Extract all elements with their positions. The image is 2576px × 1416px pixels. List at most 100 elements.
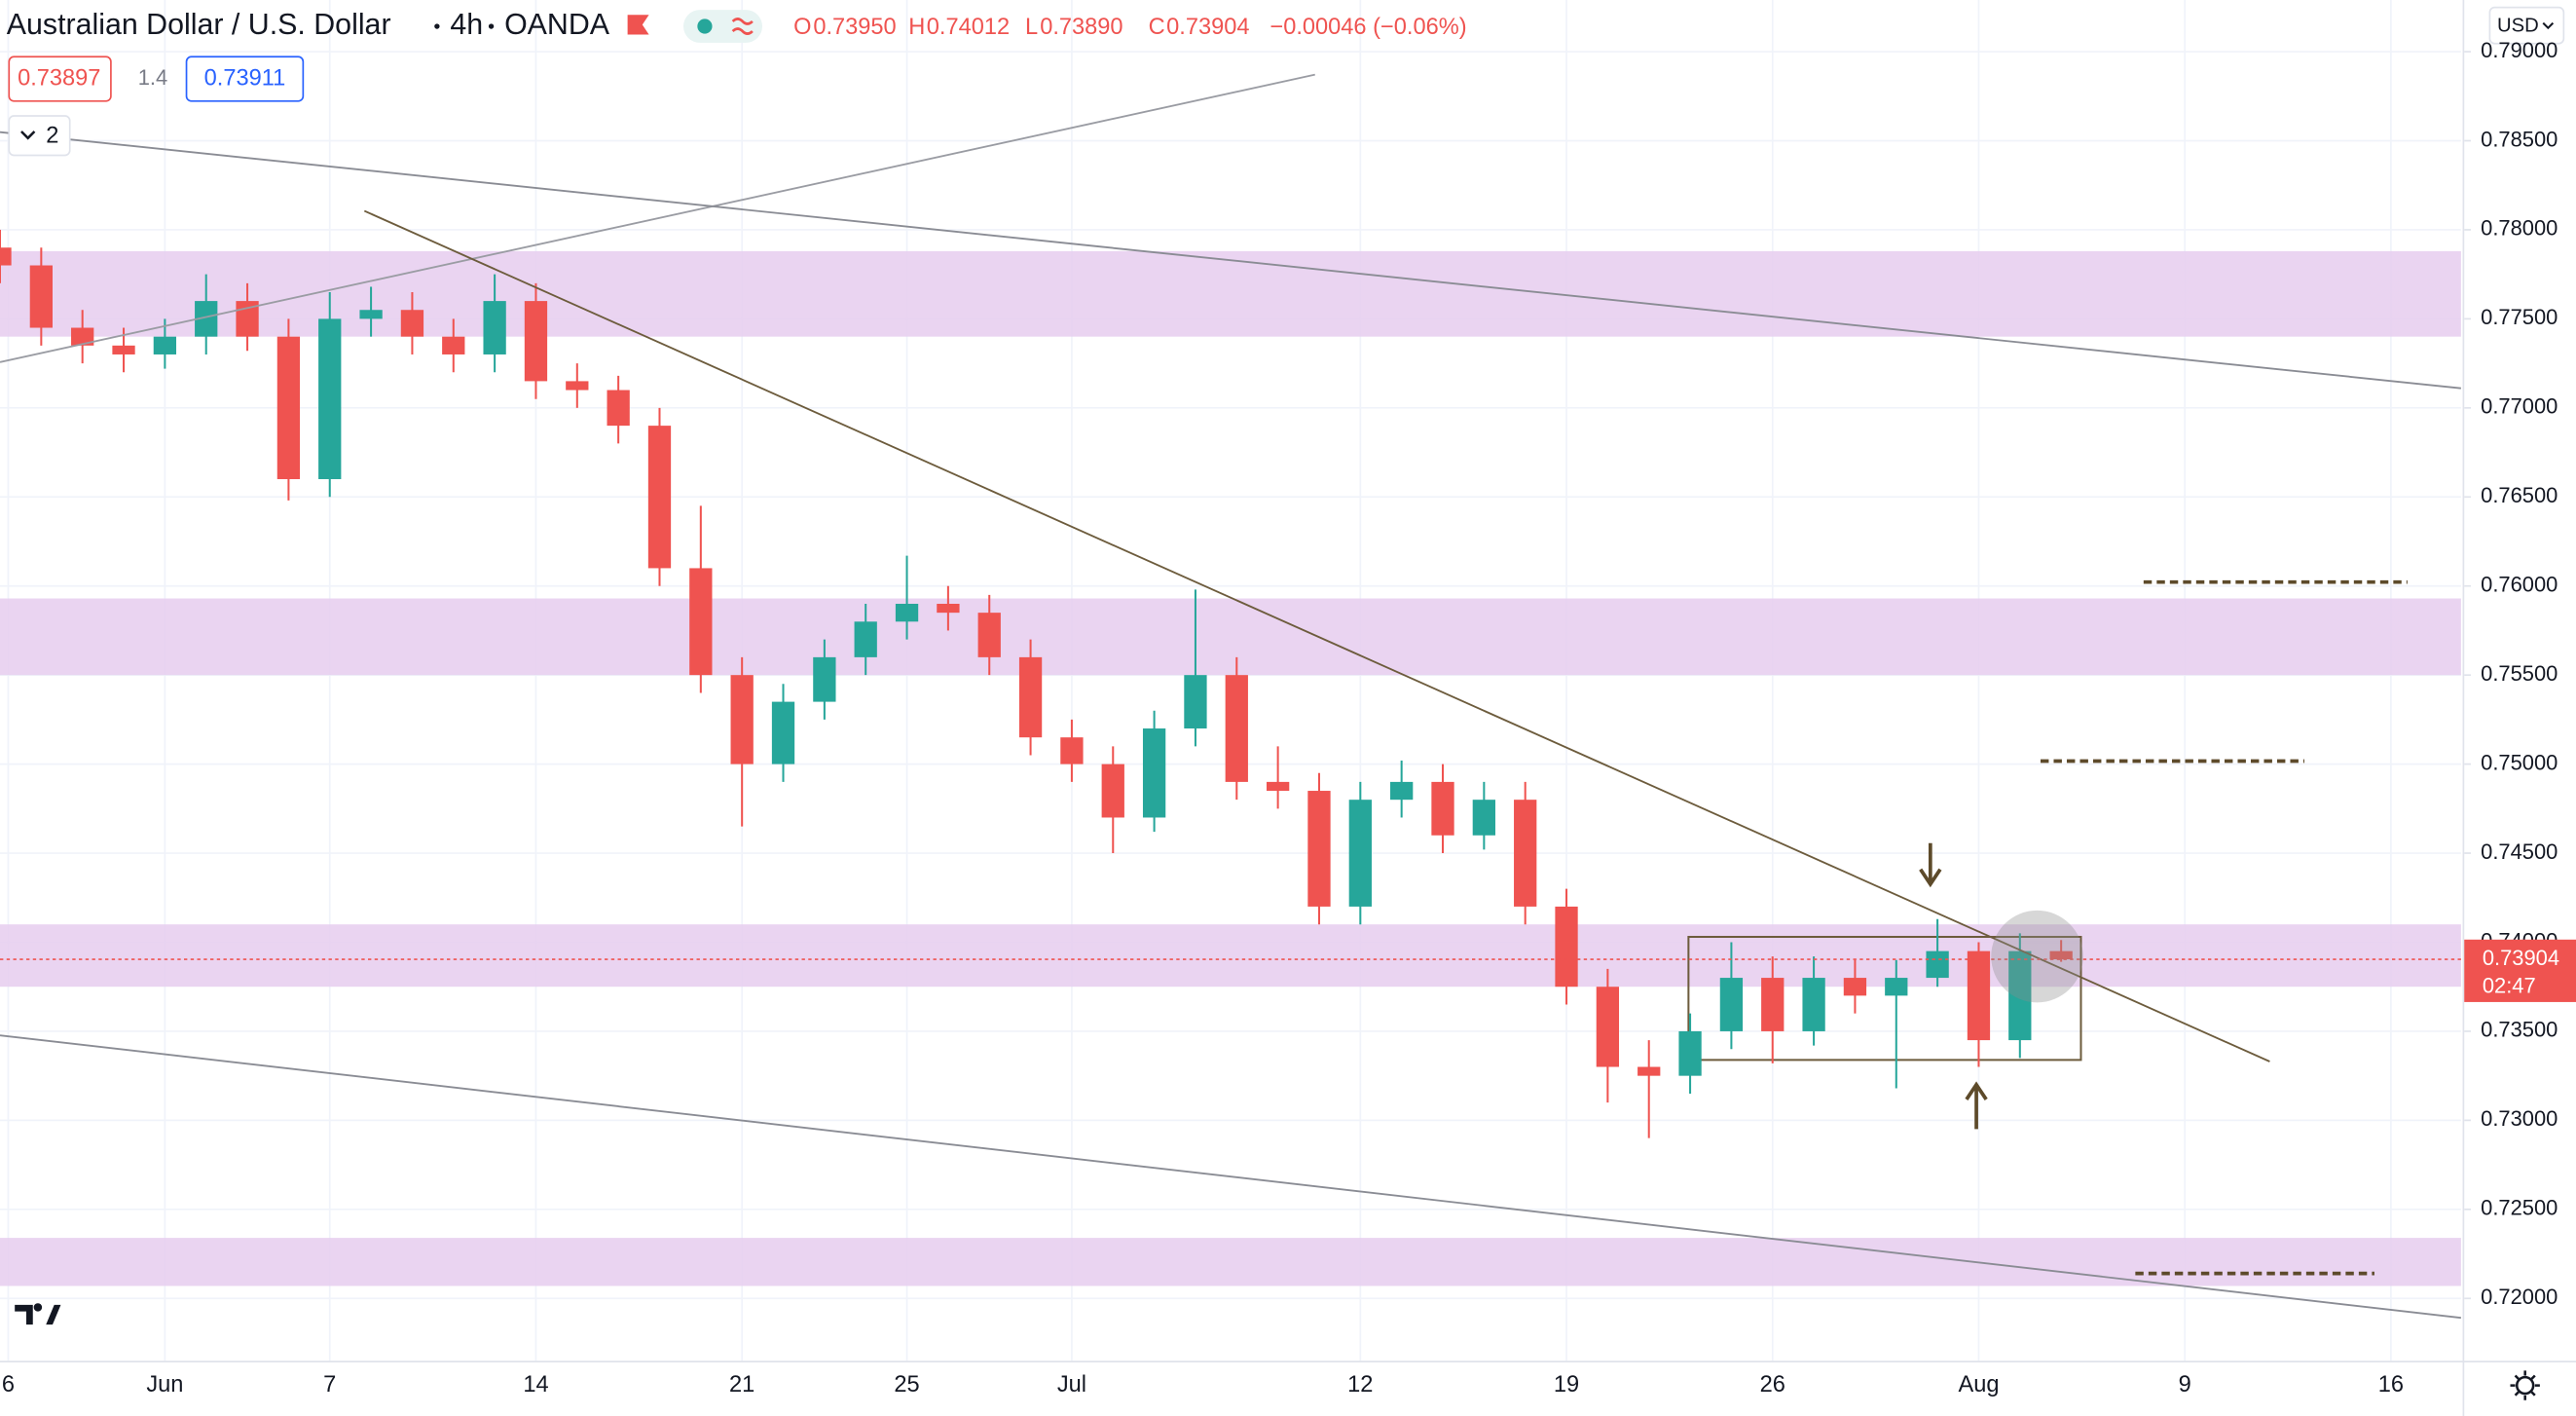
y-tick-label: 0.74500 bbox=[2481, 839, 2558, 864]
logo-shape bbox=[15, 1303, 61, 1325]
candle-body bbox=[689, 568, 713, 676]
zone bbox=[0, 1238, 2461, 1286]
bar-countdown: 02:47 bbox=[2483, 974, 2536, 998]
candle-body bbox=[2008, 950, 2032, 1041]
legend-header: Australian Dollar / U.S. Dollar 4h OANDA… bbox=[7, 9, 1467, 157]
candle-body bbox=[153, 336, 177, 354]
candle-body bbox=[1390, 781, 1414, 801]
candle-body bbox=[771, 701, 795, 764]
trend-line bbox=[0, 130, 2461, 390]
change: −0.00046 (−0.06%) bbox=[1270, 15, 1466, 40]
close-label: C bbox=[1149, 15, 1165, 40]
x-tick-label: 7 bbox=[323, 1372, 336, 1397]
candle-body bbox=[813, 656, 836, 702]
separator bbox=[488, 23, 495, 29]
status-wave bbox=[731, 18, 754, 35]
candle-body bbox=[524, 301, 548, 382]
symbol: Australian Dollar / U.S. Dollar bbox=[7, 9, 391, 41]
x-tick-label: 25 bbox=[894, 1372, 919, 1397]
candle-body bbox=[1184, 675, 1207, 729]
candle-body bbox=[977, 613, 1001, 657]
indicators-count[interactable]: 2 bbox=[46, 123, 58, 148]
y-tick-label: 0.73000 bbox=[2481, 1106, 2558, 1131]
candle-body bbox=[607, 390, 630, 427]
last-price-tag bbox=[2464, 939, 2576, 1002]
candle-body bbox=[647, 426, 672, 569]
candle-body bbox=[854, 621, 877, 657]
high-value: 0.74012 bbox=[927, 15, 1010, 40]
exchange: OANDA bbox=[504, 9, 610, 41]
y-tick-label: 0.75500 bbox=[2481, 661, 2558, 686]
candle-body bbox=[1555, 906, 1578, 987]
separator bbox=[434, 23, 440, 29]
y-tick-label: 0.73500 bbox=[2481, 1018, 2558, 1042]
candle-body bbox=[1926, 950, 1949, 979]
candle-body bbox=[1472, 800, 1495, 836]
candle-body bbox=[1596, 987, 1620, 1067]
candle-body bbox=[1843, 978, 1867, 996]
x-tick-label: 26 bbox=[1760, 1372, 1785, 1397]
y-tick-label: 0.72000 bbox=[2481, 1285, 2558, 1309]
candle-body bbox=[1885, 978, 1908, 996]
down-arrow bbox=[1919, 842, 1942, 888]
candle-body bbox=[895, 604, 919, 622]
close-value: 0.73904 bbox=[1166, 15, 1249, 40]
buy-button[interactable] bbox=[185, 56, 305, 102]
range-box bbox=[1687, 935, 2082, 1062]
currency-chevron bbox=[2542, 21, 2555, 30]
y-tick-label: 0.76000 bbox=[2481, 573, 2558, 597]
y-tick-label: 0.78500 bbox=[2481, 127, 2558, 151]
settings-icon[interactable] bbox=[2510, 1370, 2540, 1400]
candle-body bbox=[0, 247, 12, 266]
currency[interactable]: USD bbox=[2497, 15, 2539, 36]
up-arrow bbox=[1965, 1081, 1988, 1130]
spread: 1.4 bbox=[138, 65, 167, 90]
x-tick-label: Jul bbox=[1057, 1372, 1086, 1397]
candle-body bbox=[483, 301, 506, 354]
currency-button[interactable] bbox=[2488, 6, 2565, 45]
x-tick-label: 21 bbox=[729, 1372, 754, 1397]
candle-body bbox=[1967, 950, 1991, 1041]
candle-body bbox=[1638, 1066, 1661, 1076]
candle-body bbox=[730, 675, 754, 764]
trend-line bbox=[0, 1034, 2461, 1320]
x-tick-label: Aug bbox=[1958, 1372, 1999, 1397]
highlight-circle bbox=[1991, 910, 2083, 1003]
interval[interactable]: 4h bbox=[450, 9, 483, 41]
y-tick-label: 0.75000 bbox=[2481, 750, 2558, 774]
y-tick-label: 0.72500 bbox=[2481, 1196, 2558, 1220]
candle-body bbox=[29, 265, 53, 328]
y-tick-label: 0.78000 bbox=[2481, 216, 2558, 241]
candle-body bbox=[1431, 781, 1454, 836]
candle-body bbox=[318, 318, 342, 479]
trend-line bbox=[0, 73, 1315, 363]
candle-body bbox=[1514, 800, 1537, 907]
zone bbox=[0, 924, 2461, 987]
y-tick-label: 0.79000 bbox=[2481, 38, 2558, 62]
indicators-toggle[interactable] bbox=[8, 115, 71, 157]
sell-button[interactable] bbox=[8, 56, 112, 102]
x-tick-label: 12 bbox=[1347, 1372, 1373, 1397]
candle-body bbox=[276, 336, 301, 479]
high-label: H bbox=[908, 15, 925, 40]
x-tick-label: 6 bbox=[2, 1372, 15, 1397]
gear[interactable] bbox=[2515, 1375, 2535, 1396]
x-tick-label: 19 bbox=[1554, 1372, 1579, 1397]
candle-body bbox=[1101, 764, 1124, 818]
tradingview-logo bbox=[15, 1303, 61, 1325]
sell-price[interactable]: 0.73897 bbox=[18, 65, 100, 91]
candle-body bbox=[1678, 1030, 1702, 1076]
zone bbox=[0, 598, 2461, 676]
candle-body bbox=[71, 327, 94, 346]
x-tick-label: 9 bbox=[2179, 1372, 2191, 1397]
candle-body bbox=[1307, 791, 1331, 907]
chevron bbox=[20, 130, 36, 140]
candle-body bbox=[1719, 978, 1744, 1031]
y-tick-label: 0.77500 bbox=[2481, 305, 2558, 329]
zone bbox=[0, 250, 2461, 337]
candle-body bbox=[359, 310, 383, 319]
y-tick-label: 0.77000 bbox=[2481, 394, 2558, 419]
buy-price[interactable]: 0.73911 bbox=[204, 65, 286, 91]
